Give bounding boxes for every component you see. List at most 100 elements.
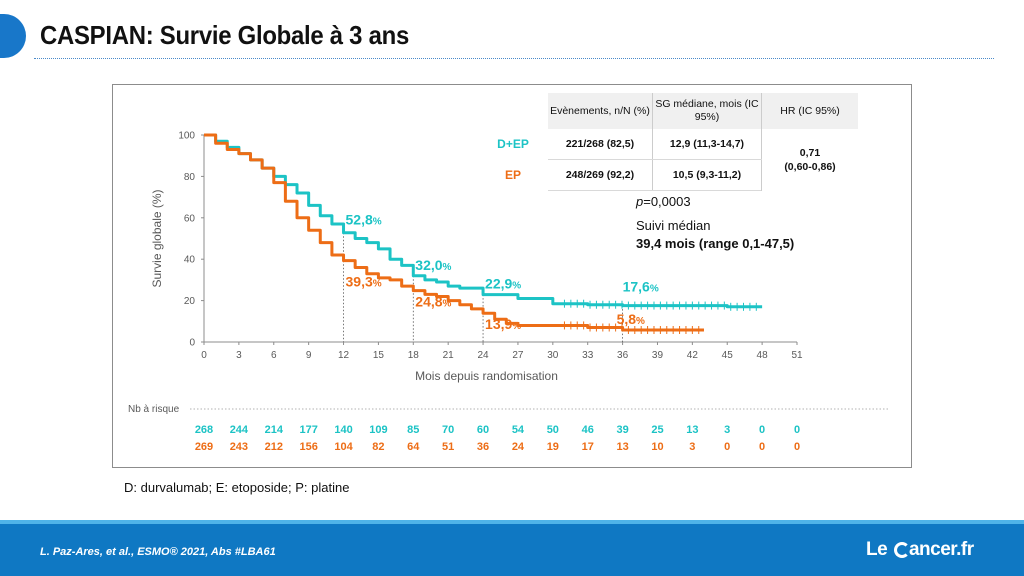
events-de-ep: 221/268 (82,5)	[548, 129, 653, 160]
at-risk-de-ep: 0	[794, 424, 800, 436]
at-risk-de-ep: 140	[334, 424, 352, 436]
at-risk-de-ep: 25	[651, 424, 663, 436]
y-tick-label: 80	[184, 172, 196, 183]
x-tick-label: 48	[757, 350, 769, 361]
landmark-unit: %	[650, 284, 659, 295]
x-tick-label: 3	[236, 350, 242, 361]
at-risk-de-ep: 268	[195, 424, 213, 436]
landmark-label-de-ep: 17,6%	[623, 279, 659, 295]
at-risk-ep: 13	[616, 441, 628, 453]
landmark-label-ep: 13,9%	[485, 316, 521, 332]
landmark-label-ep: 5,8%	[617, 311, 645, 327]
at-risk-ep: 17	[582, 441, 594, 453]
x-tick-label: 0	[201, 350, 207, 361]
y-tick-label: 20	[184, 296, 196, 307]
at-risk-ep: 24	[512, 441, 525, 453]
at-risk-de-ep: 39	[616, 424, 628, 436]
y-tick-label: 40	[184, 255, 196, 266]
at-risk-de-ep: 13	[686, 424, 698, 436]
landmark-unit: %	[373, 279, 382, 290]
title-divider	[34, 58, 994, 59]
at-risk-de-ep: 3	[724, 424, 730, 436]
at-risk-ep: 0	[794, 441, 800, 453]
landmark-unit: %	[443, 299, 452, 310]
landmark-label-de-ep: 32,0%	[415, 257, 451, 273]
x-tick-label: 12	[338, 350, 350, 361]
x-tick-label: 42	[687, 350, 699, 361]
at-risk-de-ep: 0	[759, 424, 765, 436]
x-tick-label: 6	[271, 350, 277, 361]
y-axis-label: Survie globale (%)	[150, 189, 164, 287]
x-tick-label: 36	[617, 350, 629, 361]
hr-cell: 0,71 (0,60-0,86)	[761, 129, 858, 191]
x-tick-label: 30	[547, 350, 559, 361]
hr-value: 0,71	[799, 146, 821, 159]
row-label-ep: EP	[504, 168, 521, 182]
at-risk-de-ep: 244	[230, 424, 249, 436]
lecancer-logo: Le ancer.fr	[866, 539, 974, 560]
x-axis-label: Mois depuis randomisation	[415, 369, 558, 383]
at-risk-ep: 156	[299, 441, 317, 453]
landmark-unit: %	[512, 281, 521, 292]
logo-c-icon	[893, 542, 910, 558]
abbreviations-footnote: D: durvalumab; E: etoposide; P: platine	[124, 480, 350, 495]
at-risk-de-ep: 54	[512, 424, 525, 436]
landmark-label-ep: 39,3%	[346, 274, 382, 290]
at-risk-ep: 269	[195, 441, 213, 453]
x-tick-label: 15	[373, 350, 385, 361]
at-risk-de-ep: 70	[442, 424, 454, 436]
x-tick-label: 21	[443, 350, 455, 361]
x-tick-label: 18	[408, 350, 420, 361]
at-risk-de-ep: 46	[582, 424, 594, 436]
p-value: p=0,0003	[636, 194, 691, 209]
at-risk-ep: 10	[651, 441, 663, 453]
hr-ci: (0,60-0,86)	[784, 160, 836, 173]
x-tick-label: 33	[582, 350, 594, 361]
curve-ep	[204, 133, 704, 332]
at-risk-de-ep: 50	[547, 424, 559, 436]
at-risk-ep: 64	[407, 441, 420, 453]
x-tick-label: 45	[722, 350, 734, 361]
at-risk-de-ep: 214	[265, 424, 284, 436]
row-label-de-ep: D+EP	[497, 137, 529, 152]
at-risk-ep: 51	[442, 441, 454, 453]
landmark-unit: %	[373, 217, 382, 228]
median-followup-label: Suivi médian	[636, 218, 711, 233]
at-risk-ep: 3	[689, 441, 695, 453]
header-hr: HR (IC 95%)	[761, 93, 858, 129]
landmark-label-de-ep: 22,9%	[485, 276, 521, 292]
landmark-unit: %	[636, 316, 645, 327]
at-risk-de-ep: 85	[407, 424, 419, 436]
at-risk-ep: 0	[724, 441, 730, 453]
at-risk-ep: 212	[265, 441, 283, 453]
at-risk-ep: 243	[230, 441, 248, 453]
footer-bar	[0, 524, 1024, 576]
x-tick-label: 27	[512, 350, 524, 361]
header-events: Evènements, n/N (%)	[548, 93, 653, 129]
at-risk-ep: 104	[334, 441, 353, 453]
summary-table: Evènements, n/N (%) SG médiane, mois (IC…	[478, 93, 858, 191]
slide-title: CASPIAN: Survie Globale à 3 ans	[40, 20, 409, 50]
at-risk-ep: 19	[547, 441, 559, 453]
header-median: SG médiane, mois (IC 95%)	[652, 93, 762, 129]
y-tick-label: 60	[184, 213, 196, 224]
events-ep: 248/269 (92,2)	[548, 159, 653, 191]
y-tick-label: 0	[189, 338, 195, 349]
at-risk-ep: 36	[477, 441, 489, 453]
at-risk-de-ep: 177	[299, 424, 317, 436]
landmark-label-ep: 24,8%	[415, 294, 451, 310]
at-risk-label: Nb à risque	[128, 404, 180, 415]
at-risk-ep: 82	[372, 441, 384, 453]
at-risk-ep: 0	[759, 441, 765, 453]
x-tick-label: 51	[791, 350, 803, 361]
landmark-unit: %	[443, 262, 452, 273]
landmark-label-de-ep: 52,8%	[346, 212, 382, 228]
x-tick-label: 9	[306, 350, 312, 361]
x-tick-label: 24	[477, 350, 489, 361]
median-de-ep: 12,9 (11,3-14,7)	[652, 129, 762, 160]
median-followup-value: 39,4 mois (range 0,1-47,5)	[636, 236, 795, 251]
at-risk-de-ep: 60	[477, 424, 489, 436]
citation: L. Paz-Ares, et al., ESMO® 2021, Abs #LB…	[40, 546, 276, 558]
landmark-unit: %	[512, 321, 521, 332]
